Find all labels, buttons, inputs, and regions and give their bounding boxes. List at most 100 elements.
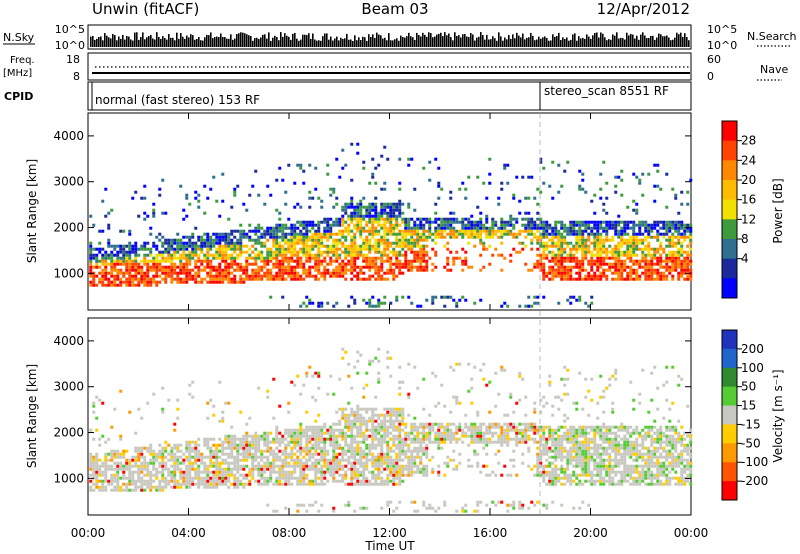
- range-time-cell: [116, 464, 120, 468]
- range-time-cell: [227, 268, 231, 272]
- range-time-cell: [290, 473, 294, 477]
- range-time-cell: [206, 235, 210, 239]
- noise-bar: [204, 37, 206, 47]
- range-time-cell: [269, 235, 273, 239]
- range-time-cell: [221, 250, 225, 254]
- range-time-cell: [356, 404, 360, 408]
- range-time-cell: [392, 449, 396, 453]
- range-time-cell: [383, 458, 387, 462]
- range-time-cell: [242, 452, 246, 456]
- range-time-cell: [290, 274, 294, 278]
- range-time-cell: [134, 265, 138, 269]
- range-time-cell: [101, 271, 105, 275]
- range-time-cell: [641, 238, 645, 242]
- range-time-cell: [326, 262, 330, 266]
- range-time-cell: [656, 232, 660, 236]
- range-time-cell: [629, 271, 633, 275]
- range-time-cell: [323, 470, 327, 474]
- range-time-cell: [233, 244, 237, 248]
- range-time-cell: [509, 220, 513, 224]
- range-time-cell: [215, 199, 219, 203]
- range-time-cell: [383, 247, 387, 251]
- range-time-cell: [131, 283, 135, 287]
- range-time-cell: [185, 241, 189, 245]
- range-time-cell: [128, 247, 132, 251]
- range-time-cell: [218, 443, 222, 447]
- range-time-cell: [428, 232, 432, 236]
- range-time-cell: [644, 229, 648, 233]
- range-time-cell: [290, 464, 294, 468]
- range-time-cell: [245, 265, 249, 269]
- noise-bar: [432, 37, 434, 47]
- range-time-cell: [305, 295, 309, 299]
- range-time-cell: [551, 250, 555, 254]
- noise-bar: [228, 38, 230, 47]
- range-time-cell: [254, 262, 258, 266]
- range-time-cell: [119, 283, 123, 287]
- range-time-cell: [89, 455, 93, 459]
- range-time-cell: [125, 250, 129, 254]
- range-time-cell: [365, 265, 369, 269]
- range-time-cell: [389, 205, 393, 209]
- range-time-cell: [269, 226, 273, 230]
- range-time-cell: [296, 202, 300, 206]
- range-time-cell: [128, 268, 132, 272]
- range-time-cell: [206, 416, 210, 420]
- range-time-cell: [188, 268, 192, 272]
- range-time-cell: [392, 211, 396, 215]
- range-time-cell: [167, 256, 171, 260]
- range-time-cell: [404, 235, 408, 239]
- range-time-cell: [194, 190, 198, 194]
- range-time-cell: [641, 247, 645, 251]
- range-time-cell: [671, 277, 675, 281]
- range-time-cell: [95, 416, 99, 420]
- range-time-cell: [245, 458, 249, 462]
- range-time-cell: [533, 232, 537, 236]
- range-time-cell: [377, 458, 381, 462]
- range-time-cell: [332, 223, 336, 227]
- range-time-cell: [317, 256, 321, 260]
- range-time-cell: [599, 265, 603, 269]
- range-time-cell: [533, 265, 537, 269]
- range-time-cell: [365, 461, 369, 465]
- colorbar-tick-label: 20: [741, 173, 756, 187]
- range-time-cell: [392, 407, 396, 411]
- range-time-cell: [158, 187, 162, 191]
- noise-bar: [580, 38, 582, 47]
- noise-bar: [156, 32, 158, 47]
- range-time-cell: [266, 277, 270, 281]
- range-time-cell: [191, 464, 195, 468]
- range-time-cell: [332, 443, 336, 447]
- range-time-cell: [248, 193, 252, 197]
- range-time-cell: [398, 500, 402, 504]
- range-time-cell: [107, 271, 111, 275]
- range-time-cell: [554, 229, 558, 233]
- range-time-cell: [371, 256, 375, 260]
- range-time-cell: [278, 229, 282, 233]
- range-time-cell: [377, 476, 381, 480]
- range-time-cell: [443, 244, 447, 248]
- range-time-cell: [311, 446, 315, 450]
- noise-bar: [556, 36, 558, 47]
- range-time-cell: [446, 220, 450, 224]
- range-time-cell: [347, 449, 351, 453]
- range-time-cell: [641, 223, 645, 227]
- range-time-cell: [371, 428, 375, 432]
- range-time-cell: [383, 461, 387, 465]
- range-time-cell: [89, 461, 93, 465]
- range-time-cell: [197, 235, 201, 239]
- range-time-cell: [353, 473, 357, 477]
- range-time-cell: [674, 253, 678, 257]
- range-time-cell: [401, 416, 405, 420]
- range-time-cell: [380, 458, 384, 462]
- range-time-cell: [356, 214, 360, 218]
- range-time-cell: [566, 244, 570, 248]
- range-time-cell: [557, 274, 561, 278]
- range-time-cell: [383, 440, 387, 444]
- range-time-cell: [422, 244, 426, 248]
- noise-bar: [326, 33, 328, 47]
- range-time-cell: [161, 467, 165, 471]
- range-time-cell: [98, 265, 102, 269]
- range-time-cell: [647, 235, 651, 239]
- range-time-cell: [122, 229, 126, 233]
